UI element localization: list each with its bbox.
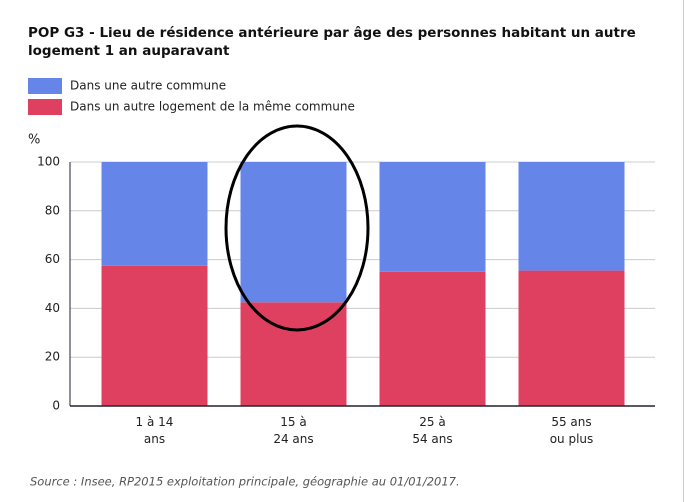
- x-tick-line: 15 à: [280, 415, 306, 429]
- bar-segment: [101, 265, 208, 406]
- y-tick-label: 60: [45, 252, 60, 266]
- source-note: Source : Insee, RP2015 exploitation prin…: [30, 475, 460, 489]
- x-tick-label: 1 à 14 ans: [136, 415, 174, 446]
- legend-swatch: [28, 99, 62, 115]
- x-tick-line: 55 ans: [551, 415, 591, 429]
- x-tick-line: 24 ans: [273, 432, 313, 446]
- x-tick-line: ans: [144, 432, 165, 446]
- bar-segment: [518, 162, 625, 271]
- chart-title: POP G3 - Lieu de résidence antérieure pa…: [28, 25, 636, 59]
- bar-segment: [518, 270, 625, 406]
- legend-label: Dans un autre logement de la même commun…: [70, 100, 355, 114]
- y-axis-label: %: [28, 133, 40, 148]
- y-tick-label: 20: [45, 350, 60, 364]
- bar-segment: [379, 271, 486, 406]
- x-tick-label: 55 ans ou plus: [550, 415, 594, 446]
- x-tick-label: 15 à 24 ans: [273, 415, 313, 446]
- x-tick-label: 25 à 54 ans: [412, 415, 452, 446]
- x-tick-line: 1 à 14: [136, 415, 174, 429]
- x-tick-line: 25 à: [419, 415, 445, 429]
- bar-segment: [240, 162, 347, 303]
- y-tick-label: 80: [45, 203, 60, 217]
- y-tick-label: 40: [45, 301, 60, 315]
- y-tick-label: 100: [37, 155, 60, 169]
- x-tick-line: ou plus: [550, 432, 594, 446]
- bar-segment: [101, 162, 208, 266]
- legend-label: Dans une autre commune: [70, 79, 226, 93]
- legend-swatch: [28, 78, 62, 94]
- annotation-ellipse: [224, 124, 370, 332]
- y-tick-label: 0: [52, 399, 60, 413]
- x-tick-line: 54 ans: [412, 432, 452, 446]
- bar-segment: [379, 162, 486, 272]
